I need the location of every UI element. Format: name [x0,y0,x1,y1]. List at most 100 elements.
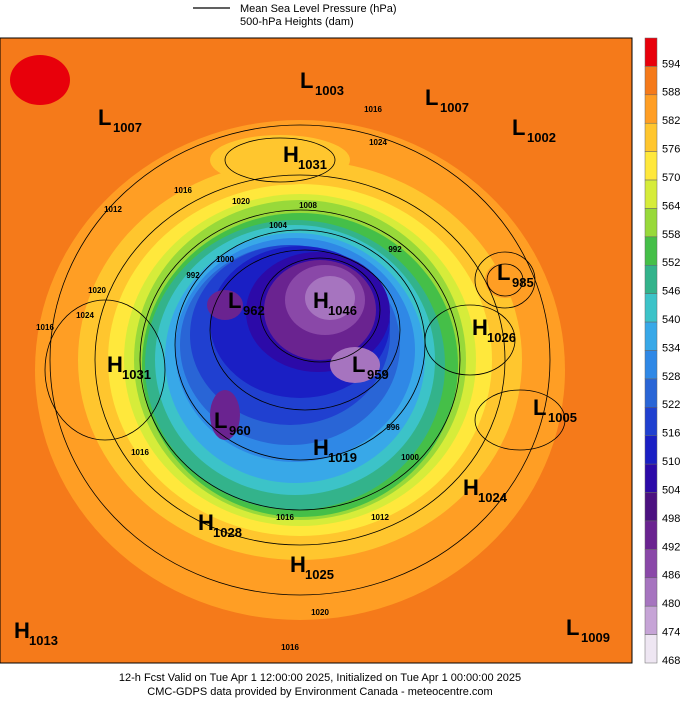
isobar-contour [259,257,381,363]
colorbar-swatch [644,321,658,351]
pressure-center-value: 1005 [548,410,577,425]
pressure-center-value: 1003 [315,83,344,98]
footer-text: 12-h Fcst Valid on Tue Apr 1 12:00:00 20… [119,672,521,684]
pressure-center-letter: L [98,105,111,130]
colorbar-label: 486 [662,570,680,582]
isobar-contour [174,229,426,461]
isobar-label: 1016 [174,186,192,195]
pressure-center-letter: H [14,618,30,643]
pressure-center-value: 1028 [213,525,242,540]
height-field-region [207,290,243,320]
colorbar-label: 516 [662,428,680,440]
isobar-label: 1016 [364,105,382,114]
colorbar-swatch [644,634,658,664]
isobar-label: 1020 [88,286,106,295]
pressure-center-value: 1013 [29,633,58,648]
isobar-contour [424,304,516,376]
pressure-center-value: 1019 [328,450,357,465]
colorbar-label: 534 [662,342,680,354]
pressure-center-value: 1026 [487,330,516,345]
colorbar-swatch [644,577,658,607]
height-field-region [210,390,240,440]
isobar-label: 1012 [371,513,389,522]
pressure-center-letter: L [214,408,227,433]
pressure-center-letter: H [313,435,329,460]
pressure-center-letter: L [497,260,510,285]
isobar-contour [94,174,506,546]
colorbar-swatch [644,407,658,436]
isobar-contour [49,124,551,596]
colorbar-label: 546 [662,286,680,298]
isobar-label: 1004 [269,221,287,230]
pressure-center-letter: H [313,288,329,313]
map-frame [0,37,633,664]
colorbar-swatch [644,549,658,579]
colorbar-label: 588 [662,87,680,99]
isobar-label: 996 [386,423,400,432]
colorbar-label: 468 [662,655,680,667]
colorbar-label: 552 [662,257,680,269]
isobar-label: 1012 [104,205,122,214]
colorbar-label: 522 [662,399,680,411]
pressure-center-letter: L [512,115,525,140]
pressure-center-value: 959 [367,367,389,382]
pressure-center-letter: L [566,615,579,640]
colorbar-swatch [644,151,658,181]
pressure-center-letter: H [463,475,479,500]
pressure-center-value: 1009 [581,630,610,645]
legend-text: Mean Sea Level Pressure (hPa) [240,3,397,15]
height-field-region [305,276,355,320]
colorbar-swatch [644,293,658,323]
pressure-center-letter: L [533,395,546,420]
colorbar-swatch [644,208,658,238]
pressure-center-value: 1002 [527,130,556,145]
colorbar-swatch [644,236,658,266]
legend-text: 500-hPa Heights (dam) [240,16,354,28]
colorbar-swatch [644,492,658,522]
isobar-contour [139,209,461,511]
isobar-label: 1024 [369,138,387,147]
pressure-center-value: 1046 [328,303,357,318]
isobar-label: 1016 [281,643,299,652]
colorbar-label: 540 [662,314,680,326]
colorbar-label: 504 [662,484,680,496]
colorbar-label: 558 [662,229,680,241]
isobar-label: 1020 [232,197,250,206]
isobar-label: 1016 [276,513,294,522]
colorbar-swatch [644,265,658,294]
pressure-center-value: 1031 [298,157,327,172]
colorbar-label: 582 [662,115,680,127]
isobar-label: 1020 [311,608,329,617]
isobar-label: 992 [186,271,200,280]
pressure-center-value: 1007 [440,100,469,115]
isobar-label: 1008 [299,201,317,210]
colorbar-label: 528 [662,371,680,383]
isobar-contour [224,137,336,183]
pressure-center-value: 962 [243,303,265,318]
colorbar-label: 498 [662,513,680,525]
pressure-center-letter: L [228,288,241,313]
colorbar-label: 594 [662,58,680,70]
colorbar-swatch [644,463,658,493]
colorbar-swatch [644,520,658,550]
colorbar-swatch [644,37,658,67]
colorbar-label: 510 [662,456,680,468]
pressure-center-letter: H [472,315,488,340]
pressure-center-letter: L [352,352,365,377]
isobar-label: 1016 [131,448,149,457]
colorbar-label: 576 [662,144,680,156]
isobar-contour [44,299,166,441]
colorbar-swatch [644,378,658,408]
pressure-center-value: 1025 [305,567,334,582]
height-field-region [210,135,350,185]
footer-text: CMC-GDPS data provided by Environment Ca… [147,686,492,698]
colorbar-label: 474 [662,626,680,638]
height-field-region [485,262,525,298]
colorbar-label: 570 [662,172,680,184]
isobar-contour [486,263,524,297]
pressure-center-letter: L [425,85,438,110]
colorbar-swatch [644,435,658,465]
colorbar-label: 492 [662,541,680,553]
isobar-label: 1000 [216,255,234,264]
